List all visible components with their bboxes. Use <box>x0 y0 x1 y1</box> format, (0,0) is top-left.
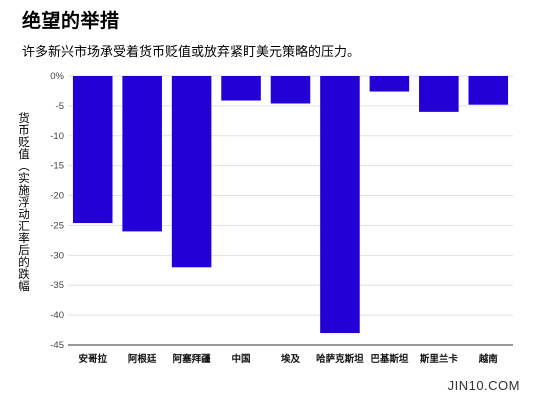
chart-subtitle: 许多新兴市场承受着货币贬值或放弃紧盯美元策略的压力。 <box>22 45 361 60</box>
bar <box>171 76 212 268</box>
y-tick-label: -40 <box>50 310 64 321</box>
bar <box>419 76 459 112</box>
x-tick-label: 阿塞拜疆 <box>173 353 212 365</box>
watermark: JIN10.COM <box>447 378 520 393</box>
bars <box>72 76 509 334</box>
bar <box>72 76 113 224</box>
y-tick-label: -15 <box>50 161 64 172</box>
x-tick-label: 阿根廷 <box>128 353 157 365</box>
x-tick-label: 巴基斯坦 <box>370 353 409 365</box>
y-tick-label: -5 <box>56 101 64 112</box>
bar <box>122 76 162 232</box>
y-tick-label: -10 <box>50 131 64 142</box>
bar <box>369 76 410 92</box>
bar <box>320 76 360 334</box>
y-tick-label: -20 <box>50 191 64 202</box>
bar <box>270 76 311 104</box>
x-tick-label: 埃及 <box>281 353 301 365</box>
x-tick-label: 安哥拉 <box>78 353 107 365</box>
y-axis-label: 货币贬值（实施浮动汇率后的跌幅 <box>17 112 31 292</box>
bar <box>221 76 261 101</box>
x-tick-label: 中国 <box>232 353 251 365</box>
x-tick-label: 斯里兰卡 <box>420 353 459 365</box>
y-tick-label: -25 <box>50 220 64 231</box>
y-tick-label: 0% <box>50 71 64 82</box>
x-tick-label: 哈萨克斯坦 <box>316 353 364 365</box>
bar <box>468 76 509 105</box>
y-tick-label: -30 <box>50 250 64 261</box>
y-tick-label: -35 <box>50 280 64 291</box>
chart-title: 绝望的举措 <box>22 10 120 32</box>
y-tick-label: -45 <box>50 340 64 351</box>
x-tick-labels: 安哥拉 阿根廷 阿塞拜疆 中国 埃及 哈萨克斯坦 巴基斯坦 斯里兰卡 越南 <box>78 353 498 365</box>
x-tick-label: 越南 <box>478 353 499 365</box>
y-tick-labels: 0% -5 -10 -15 -20 -25 -30 -35 -40 -45 <box>50 71 64 351</box>
